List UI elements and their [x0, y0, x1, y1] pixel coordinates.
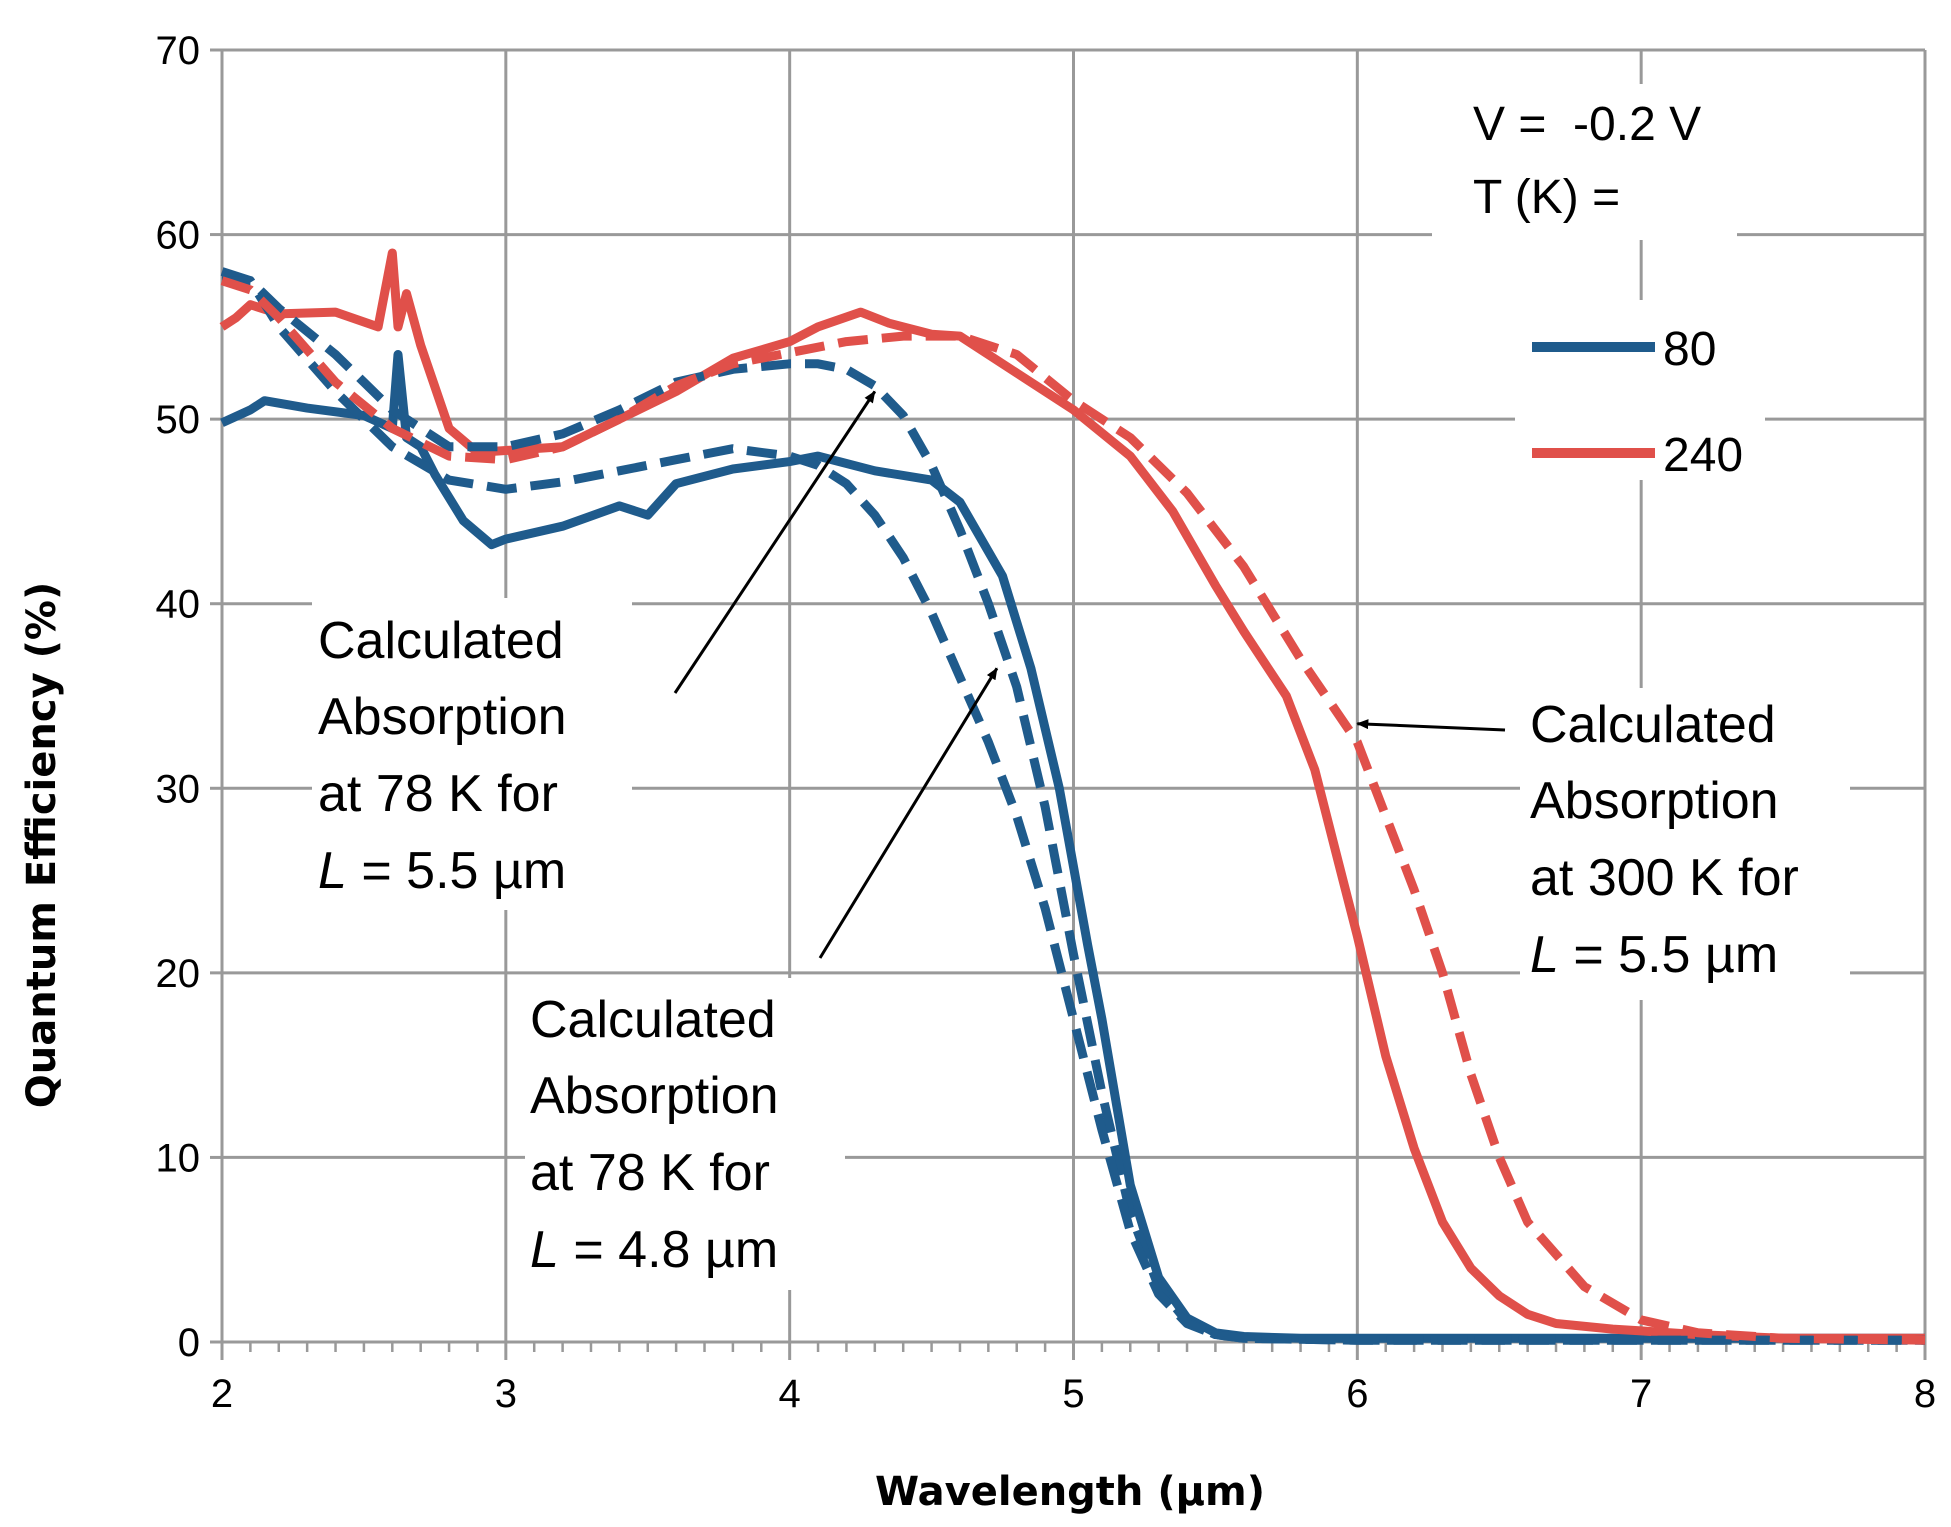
x-axis-title: Wavelength (µm): [875, 1469, 1265, 1515]
annotation-1-arrow: [673, 390, 877, 694]
annotation-1-l-symbol: L: [318, 842, 347, 900]
series-lines: [219, 248, 1926, 1345]
annotation-1-line-1: Calculated: [318, 612, 564, 670]
tick-labels: 0 10 20 30 40 50 60 70 2 3 4 5 6 7 8: [156, 29, 1937, 1416]
annotation-3-line-4: L = 5.5 µm: [1530, 926, 1778, 984]
x-tick-label: 4: [779, 1372, 801, 1416]
annotation-1-line-3: at 78 K for: [318, 765, 558, 823]
voltage-label: V = -0.2 V: [1473, 98, 1701, 151]
annotation-2-background: [525, 978, 845, 1290]
legend-label-240: 240: [1663, 429, 1743, 482]
y-axis-title: Quantum Efficiency (%): [19, 582, 65, 1108]
y-tick-label: 20: [156, 952, 201, 996]
annotation-1-l-value: = 5.5 µm: [347, 842, 566, 900]
annotation-2-line-1: Calculated: [530, 991, 776, 1049]
y-tick-label: 30: [156, 767, 201, 811]
y-tick-label: 0: [178, 1321, 200, 1365]
calculated-curve-4: [222, 276, 1925, 1345]
x-tick-label: 3: [495, 1372, 517, 1416]
annotation-3-l-value: = 5.5 µm: [1559, 926, 1778, 984]
x-tick-label: 5: [1062, 1372, 1084, 1416]
annotation-2-arrow: [818, 667, 999, 959]
annotation-3-line-3: at 300 K for: [1530, 849, 1799, 907]
y-tick-label: 60: [156, 214, 201, 258]
annotation-1-line-2: Absorption: [318, 688, 567, 746]
x-tick-label: 7: [1630, 1372, 1652, 1416]
annotation-2-line-2: Absorption: [530, 1067, 779, 1125]
annotation-2-l-symbol: L: [530, 1221, 559, 1279]
x-tick-label: 2: [211, 1372, 233, 1416]
calculated-curve-5: [220, 276, 1926, 1345]
annotation-2-l-value: = 4.8 µm: [559, 1221, 778, 1279]
y-tick-label: 40: [156, 583, 201, 627]
legend-label-80: 80: [1663, 323, 1716, 376]
conditions-background: [1432, 84, 1737, 240]
temperature-label: T (K) =: [1473, 171, 1620, 224]
annotation-3-l-symbol: L: [1530, 926, 1559, 984]
y-tick-label: 10: [156, 1136, 201, 1180]
annotation-2-line-4: L = 4.8 µm: [530, 1221, 778, 1279]
y-tick-label: 70: [156, 29, 201, 73]
annotation-3-line-1: Calculated: [1530, 696, 1776, 754]
annotation-1-background: [312, 598, 632, 910]
x-tick-label: 8: [1914, 1372, 1936, 1416]
measured-curve-2: [219, 248, 1925, 1343]
x-tick-label: 6: [1346, 1372, 1368, 1416]
annotation-3-background: [1520, 688, 1850, 1000]
annotation-2-line-3: at 78 K for: [530, 1144, 770, 1202]
annotation-3-arrow: [1356, 719, 1506, 732]
annotation-3-line-2: Absorption: [1530, 772, 1779, 830]
y-tick-label: 50: [156, 398, 201, 442]
annotation-1-line-4: L = 5.5 µm: [318, 842, 566, 900]
